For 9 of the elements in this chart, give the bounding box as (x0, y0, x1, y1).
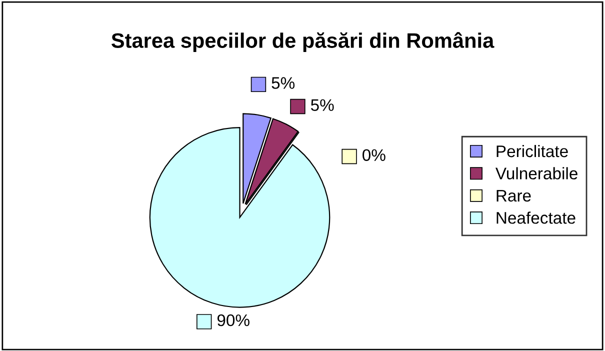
text: 0% (362, 149, 386, 162)
data-label: 90% (217, 314, 250, 326)
legend-label: Neafectate (496, 212, 576, 224)
chart-title: Starea speciilor de păsări din România (111, 32, 494, 52)
data-label: 5% (310, 99, 334, 111)
data-label: 5% (272, 77, 295, 89)
legend-label: Vulnerabile (495, 167, 578, 180)
legend-label: Periclitate (496, 144, 568, 158)
legend-label: Rare (496, 190, 531, 202)
